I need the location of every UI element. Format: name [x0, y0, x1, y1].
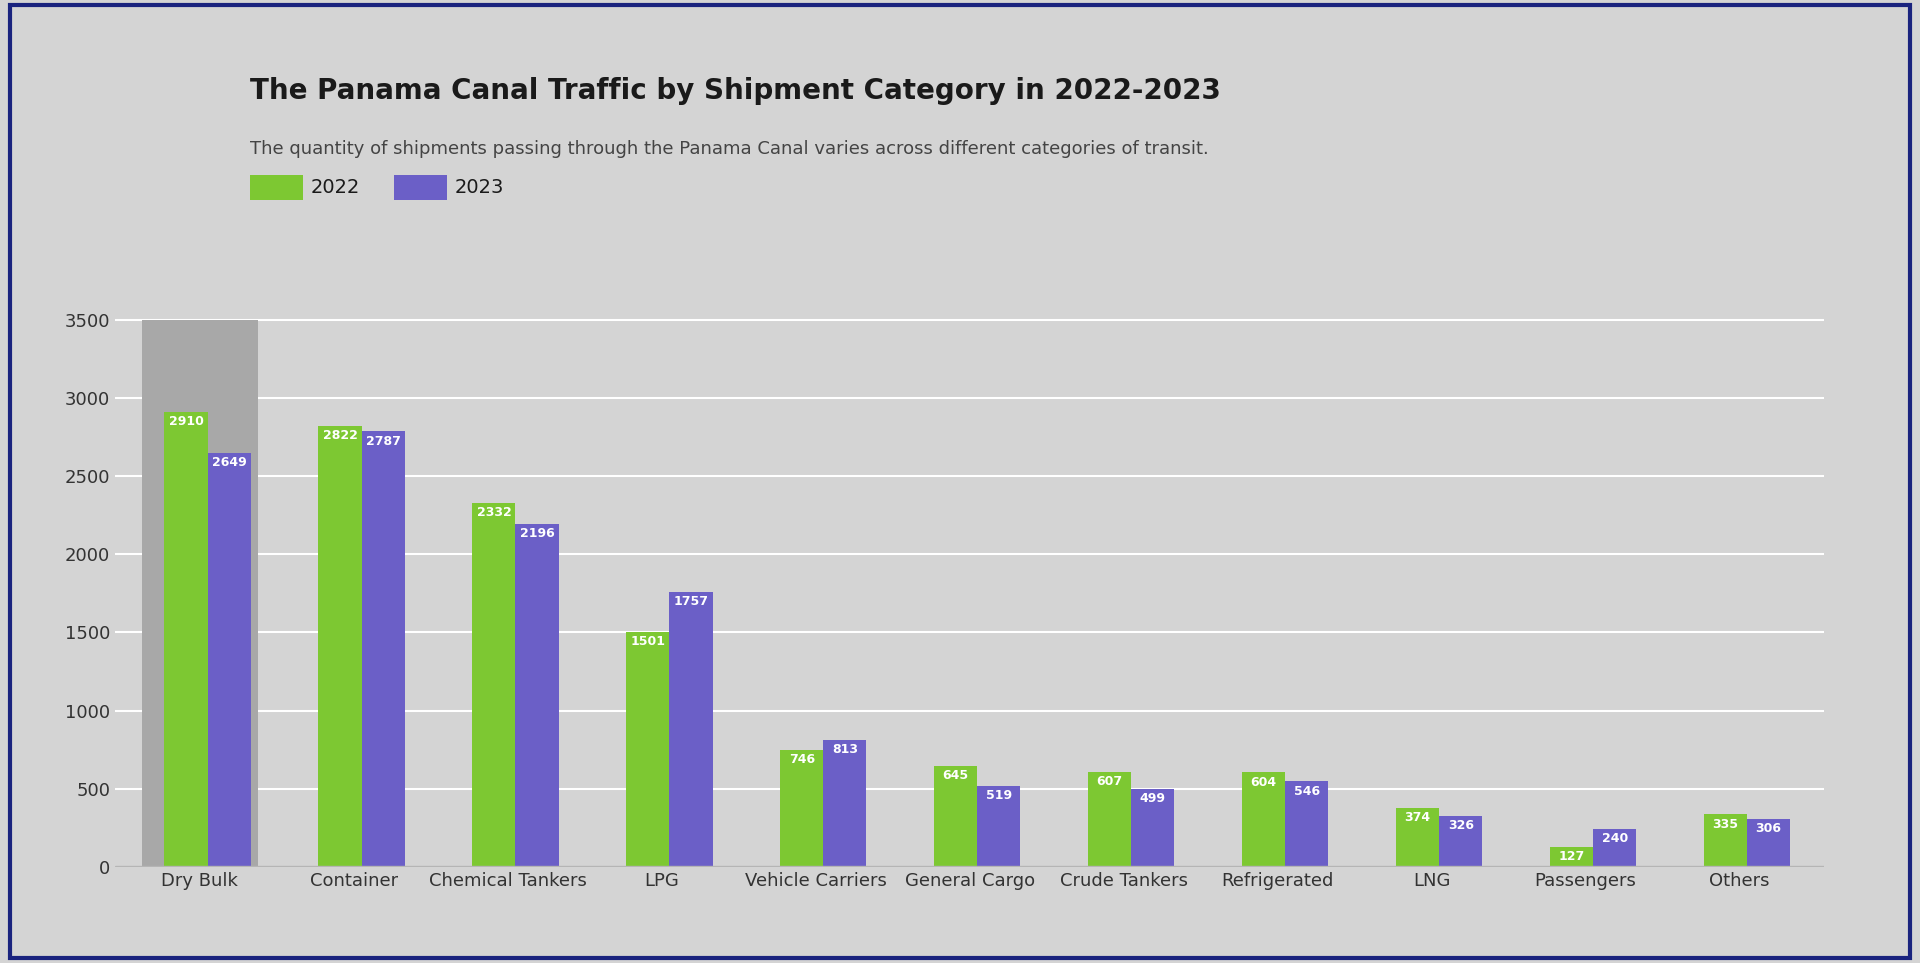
Text: 1757: 1757: [674, 595, 708, 609]
Bar: [319, 426, 361, 867]
Bar: [165, 412, 207, 867]
Text: 546: 546: [1294, 785, 1319, 797]
Text: The Panama Canal Traffic by Shipment Category in 2022-2023: The Panama Canal Traffic by Shipment Cat…: [250, 77, 1221, 105]
Text: The quantity of shipments passing through the Panama Canal varies across differe: The quantity of shipments passing throug…: [250, 140, 1208, 158]
Text: 2822: 2822: [323, 429, 357, 442]
Text: 306: 306: [1755, 822, 1782, 835]
Text: 374: 374: [1405, 812, 1430, 824]
Bar: [207, 453, 252, 867]
Bar: [1703, 815, 1747, 867]
Text: 2649: 2649: [211, 456, 246, 469]
Text: 2022: 2022: [311, 178, 361, 197]
Text: 335: 335: [1713, 818, 1738, 830]
Text: 499: 499: [1140, 792, 1165, 805]
Bar: [515, 524, 559, 867]
Bar: [1747, 819, 1789, 867]
Bar: [1089, 772, 1131, 867]
Bar: [626, 633, 670, 867]
Bar: [977, 786, 1020, 867]
Bar: [1284, 781, 1329, 867]
Text: 1501: 1501: [630, 636, 666, 648]
Text: 604: 604: [1250, 775, 1277, 789]
Text: 813: 813: [831, 742, 858, 756]
Bar: [780, 750, 824, 867]
Bar: [1396, 808, 1440, 867]
Bar: [1440, 816, 1482, 867]
Text: 746: 746: [789, 753, 814, 767]
Text: 2910: 2910: [169, 415, 204, 429]
Text: 2787: 2787: [365, 434, 401, 448]
Bar: [1131, 789, 1175, 867]
Bar: [1549, 846, 1594, 867]
Bar: [115, 866, 1824, 872]
Text: 645: 645: [943, 769, 970, 782]
Bar: [361, 431, 405, 867]
Bar: [824, 740, 866, 867]
Text: 2196: 2196: [520, 527, 555, 540]
Text: 127: 127: [1559, 850, 1584, 863]
Text: 240: 240: [1601, 832, 1628, 846]
Text: 2332: 2332: [476, 506, 511, 519]
Text: 2023: 2023: [455, 178, 505, 197]
Bar: [1594, 829, 1636, 867]
Text: 326: 326: [1448, 819, 1475, 832]
Bar: [142, 320, 257, 867]
Bar: [1242, 772, 1284, 867]
Bar: [670, 592, 712, 867]
Text: 519: 519: [985, 789, 1012, 802]
Bar: [935, 766, 977, 867]
Text: 607: 607: [1096, 775, 1123, 788]
Bar: [472, 503, 515, 867]
